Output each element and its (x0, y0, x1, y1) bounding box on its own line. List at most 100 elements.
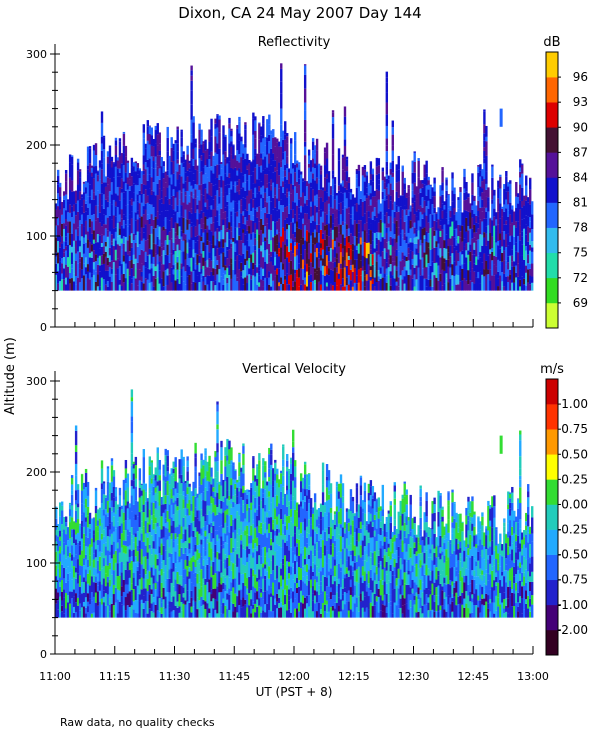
data-cell (411, 183, 414, 191)
data-cell (266, 174, 269, 184)
data-cell (166, 151, 169, 159)
data-cell (238, 487, 241, 492)
data-cell (276, 229, 279, 235)
data-cell (132, 201, 136, 218)
data-cell (521, 207, 524, 220)
data-cell (144, 501, 148, 506)
data-cell (481, 169, 484, 177)
data-cell (341, 286, 345, 291)
data-cell (198, 158, 201, 173)
data-cell (433, 247, 436, 264)
data-cell (264, 546, 267, 557)
data-cell (355, 249, 359, 260)
colorbar-frame (545, 51, 559, 329)
data-cell (184, 507, 187, 516)
data-cell (190, 70, 193, 76)
data-cell (505, 176, 508, 192)
data-cell (56, 193, 60, 207)
data-cell (158, 611, 161, 618)
data-cell (429, 198, 432, 215)
data-cell (214, 530, 217, 545)
data-cell (232, 222, 235, 238)
data-cell (337, 148, 341, 161)
data-cell (134, 465, 138, 479)
data-cell (84, 187, 88, 194)
data-cell (417, 278, 420, 291)
data-cell (381, 191, 385, 200)
data-cell (114, 201, 118, 207)
data-cell (345, 159, 349, 167)
data-cell (288, 213, 291, 226)
data-cell (455, 265, 458, 275)
data-cell (236, 211, 239, 217)
data-cell (88, 604, 92, 618)
data-cell (142, 174, 146, 179)
data-cell (186, 471, 189, 481)
data-cell (114, 487, 118, 489)
data-cell (521, 200, 524, 208)
data-cell (397, 169, 400, 182)
data-cell (88, 532, 92, 545)
data-cell (144, 574, 148, 589)
data-cell (411, 227, 414, 243)
data-cell (192, 496, 195, 513)
data-cell (282, 211, 285, 228)
data-cell (244, 490, 247, 493)
data-cell (264, 212, 267, 227)
data-cell (148, 144, 151, 159)
data-cell (485, 196, 488, 208)
data-cell (252, 275, 255, 291)
data-cell (483, 111, 486, 125)
data-cell (515, 208, 518, 222)
data-cell (331, 262, 335, 271)
data-cell (66, 199, 70, 202)
data-cell (114, 206, 118, 217)
data-cell (118, 221, 122, 229)
data-cell (266, 552, 269, 562)
data-cell (86, 601, 90, 607)
data-cell (284, 207, 287, 220)
data-cell (124, 190, 128, 206)
data-cell (471, 238, 474, 255)
data-cell (160, 613, 163, 618)
data-cell (303, 164, 307, 181)
data-cell (337, 210, 341, 225)
data-cell (453, 207, 456, 215)
data-cell (82, 577, 86, 582)
data-cell (94, 513, 98, 527)
data-cell (385, 187, 389, 196)
data-cell (190, 191, 193, 197)
data-cell (194, 198, 197, 213)
data-cell (228, 143, 231, 154)
data-cell (226, 535, 229, 544)
data-cell (471, 228, 474, 239)
data-cell (218, 592, 221, 606)
data-cell (192, 249, 195, 258)
data-cell (114, 166, 118, 180)
data-cell (136, 545, 140, 552)
data-cell (220, 176, 223, 188)
data-cell (252, 552, 255, 558)
data-cell (337, 190, 341, 204)
data-cell (254, 120, 257, 131)
data-cell (70, 537, 74, 546)
data-cell (270, 185, 273, 191)
data-cell (166, 187, 169, 200)
data-cell (194, 143, 197, 148)
data-cell (182, 597, 185, 604)
data-cell (206, 603, 209, 618)
data-cell (134, 514, 138, 520)
data-cell (224, 158, 227, 166)
data-cell (186, 565, 189, 571)
data-cell (164, 527, 167, 536)
reflectivity-panel: Reflectivity0100200300dB6972757881848790… (26, 35, 588, 334)
data-cell (208, 466, 211, 482)
data-cell (303, 196, 307, 204)
data-cell (278, 282, 281, 287)
data-cell (130, 268, 134, 279)
data-cell (531, 201, 534, 215)
data-cell (198, 600, 201, 609)
data-cell (487, 269, 490, 275)
data-cell (389, 200, 392, 217)
data-cell (56, 564, 60, 569)
